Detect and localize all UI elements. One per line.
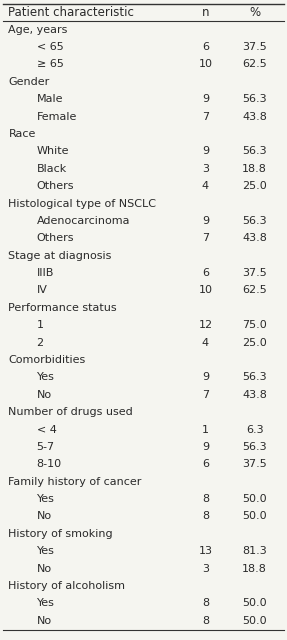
Text: 3: 3 <box>202 164 209 174</box>
Text: 1: 1 <box>202 424 209 435</box>
Text: 12: 12 <box>198 320 212 330</box>
Text: 50.0: 50.0 <box>242 616 267 626</box>
Text: 50.0: 50.0 <box>242 494 267 504</box>
Text: 25.0: 25.0 <box>242 181 267 191</box>
Text: %: % <box>249 6 260 19</box>
Text: 50.0: 50.0 <box>242 511 267 522</box>
Text: IV: IV <box>36 285 47 296</box>
Text: IIIB: IIIB <box>36 268 54 278</box>
Text: < 4: < 4 <box>36 424 57 435</box>
Text: Race: Race <box>8 129 36 139</box>
Text: 10: 10 <box>198 285 212 296</box>
Text: 56.3: 56.3 <box>242 147 267 156</box>
Text: 9: 9 <box>202 442 209 452</box>
Text: Gender: Gender <box>8 77 50 87</box>
Text: Yes: Yes <box>36 494 55 504</box>
Text: 7: 7 <box>202 390 209 400</box>
Text: 56.3: 56.3 <box>242 94 267 104</box>
Text: 81.3: 81.3 <box>242 546 267 556</box>
Text: Yes: Yes <box>36 598 55 609</box>
Text: History of alcoholism: History of alcoholism <box>8 581 125 591</box>
Text: 7: 7 <box>202 111 209 122</box>
Text: Others: Others <box>36 181 74 191</box>
Text: < 65: < 65 <box>36 42 63 52</box>
Text: 6: 6 <box>202 268 209 278</box>
Text: 1: 1 <box>36 320 44 330</box>
Text: 37.5: 37.5 <box>242 42 267 52</box>
Text: Stage at diagnosis: Stage at diagnosis <box>8 251 112 260</box>
Text: 56.3: 56.3 <box>242 216 267 226</box>
Text: History of smoking: History of smoking <box>8 529 113 539</box>
Text: 18.8: 18.8 <box>242 164 267 174</box>
Text: Yes: Yes <box>36 546 55 556</box>
Text: 25.0: 25.0 <box>242 337 267 348</box>
Text: 62.5: 62.5 <box>242 60 267 70</box>
Text: Patient characteristic: Patient characteristic <box>8 6 134 19</box>
Text: 10: 10 <box>198 60 212 70</box>
Text: 8: 8 <box>202 511 209 522</box>
Text: 9: 9 <box>202 94 209 104</box>
Text: 4: 4 <box>202 337 209 348</box>
Text: Black: Black <box>36 164 67 174</box>
Text: Yes: Yes <box>36 372 55 382</box>
Text: 62.5: 62.5 <box>242 285 267 296</box>
Text: 8: 8 <box>202 494 209 504</box>
Text: 43.8: 43.8 <box>242 111 267 122</box>
Text: 6: 6 <box>202 460 209 469</box>
Text: 2: 2 <box>36 337 44 348</box>
Text: Female: Female <box>36 111 77 122</box>
Text: 56.3: 56.3 <box>242 442 267 452</box>
Text: No: No <box>36 511 52 522</box>
Text: 9: 9 <box>202 372 209 382</box>
Text: 43.8: 43.8 <box>242 390 267 400</box>
Text: No: No <box>36 564 52 573</box>
Text: 6.3: 6.3 <box>246 424 263 435</box>
Text: No: No <box>36 616 52 626</box>
Text: 4: 4 <box>202 181 209 191</box>
Text: Comorbidities: Comorbidities <box>8 355 86 365</box>
Text: 5-7: 5-7 <box>36 442 55 452</box>
Text: 56.3: 56.3 <box>242 372 267 382</box>
Text: 8: 8 <box>202 616 209 626</box>
Text: 50.0: 50.0 <box>242 598 267 609</box>
Text: Adenocarcinoma: Adenocarcinoma <box>36 216 130 226</box>
Text: 37.5: 37.5 <box>242 268 267 278</box>
Text: 3: 3 <box>202 564 209 573</box>
Text: 7: 7 <box>202 234 209 243</box>
Text: Age, years: Age, years <box>8 25 68 35</box>
Text: 9: 9 <box>202 147 209 156</box>
Text: 8-10: 8-10 <box>36 460 62 469</box>
Text: No: No <box>36 390 52 400</box>
Text: 8: 8 <box>202 598 209 609</box>
Text: Family history of cancer: Family history of cancer <box>8 477 142 486</box>
Text: 6: 6 <box>202 42 209 52</box>
Text: ≥ 65: ≥ 65 <box>36 60 63 70</box>
Text: White: White <box>36 147 69 156</box>
Text: Performance status: Performance status <box>8 303 117 313</box>
Text: Others: Others <box>36 234 74 243</box>
Text: Histological type of NSCLC: Histological type of NSCLC <box>8 198 156 209</box>
Text: 13: 13 <box>198 546 212 556</box>
Text: Number of drugs used: Number of drugs used <box>8 407 133 417</box>
Text: n: n <box>202 6 209 19</box>
Text: 9: 9 <box>202 216 209 226</box>
Text: Male: Male <box>36 94 63 104</box>
Text: 37.5: 37.5 <box>242 460 267 469</box>
Text: 43.8: 43.8 <box>242 234 267 243</box>
Text: 75.0: 75.0 <box>242 320 267 330</box>
Text: 18.8: 18.8 <box>242 564 267 573</box>
